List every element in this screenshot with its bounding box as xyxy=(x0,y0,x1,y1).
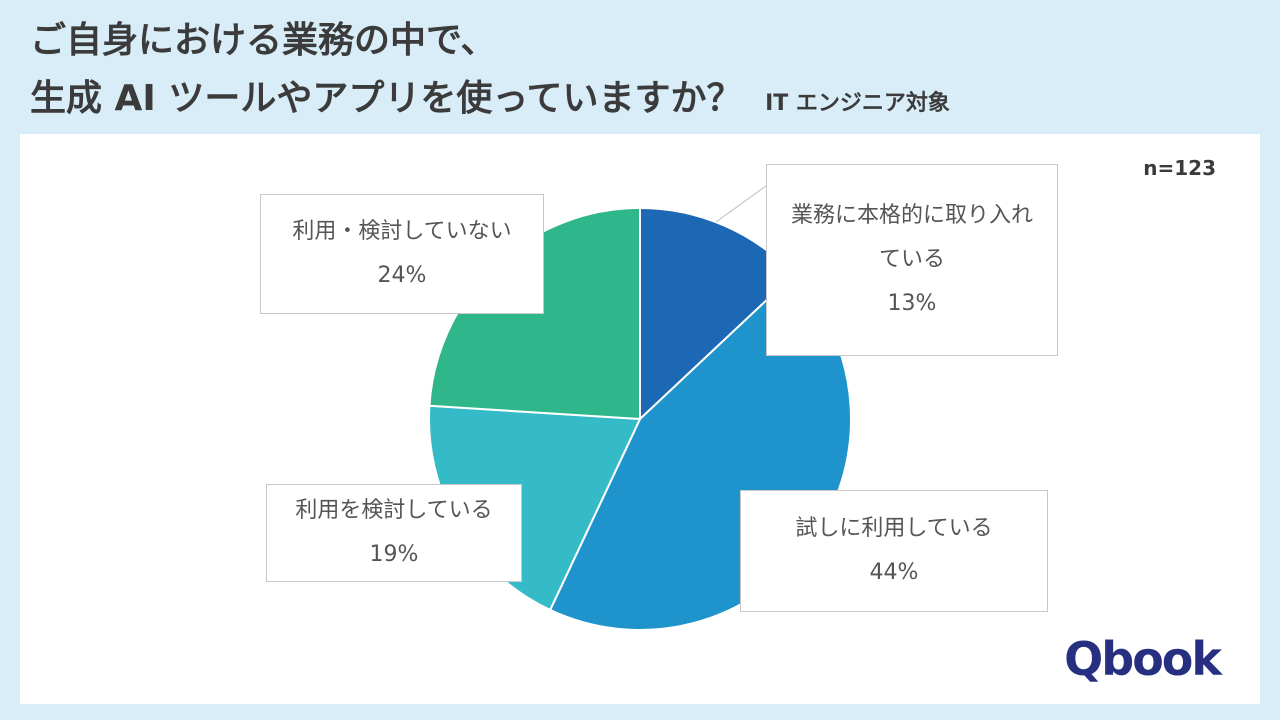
slice-callout-trying: 試しに利用している 44% xyxy=(740,490,1048,612)
slice-value-not-using: 24% xyxy=(377,263,427,288)
slice-label-trying: 試しに利用している xyxy=(795,516,993,541)
slice-value-considering: 19% xyxy=(369,542,419,567)
slice-label-adopted: 業務に本格的に取り入れている xyxy=(790,203,1033,272)
chart-title-line-2: 生成 AI ツールやアプリを使っていますか？ IT エンジニア対象 xyxy=(30,70,1250,133)
chart-title-line-1: ご自身における業務の中で、 xyxy=(30,20,497,61)
slice-label-not-using: 利用・検討していない xyxy=(292,219,512,244)
slice-label-considering: 利用を検討している xyxy=(295,498,493,523)
chart-panel: n=123 業務に本格的に取り入れている 13% 利用・検討していない 24% … xyxy=(20,134,1260,704)
pie-chart xyxy=(428,185,852,631)
chart-title-suffix: IT エンジニア対象 xyxy=(765,91,950,116)
slice-callout-adopted: 業務に本格的に取り入れている 13% xyxy=(766,164,1058,356)
slice-callout-considering: 利用を検討している 19% xyxy=(266,484,522,582)
slice-value-adopted: 13% xyxy=(887,291,937,316)
slice-value-trying: 44% xyxy=(869,560,919,585)
slice-callout-not-using: 利用・検討していない 24% xyxy=(260,194,544,314)
sample-size: n=123 xyxy=(1143,156,1216,180)
leader-line-adopted xyxy=(715,185,767,223)
qbook-logo: Qbook xyxy=(1064,632,1222,686)
chart-title-main: 生成 AI ツールやアプリを使っていますか？ xyxy=(30,78,743,119)
title-area: ご自身における業務の中で、 生成 AI ツールやアプリを使っていますか？ IT … xyxy=(30,12,1250,133)
